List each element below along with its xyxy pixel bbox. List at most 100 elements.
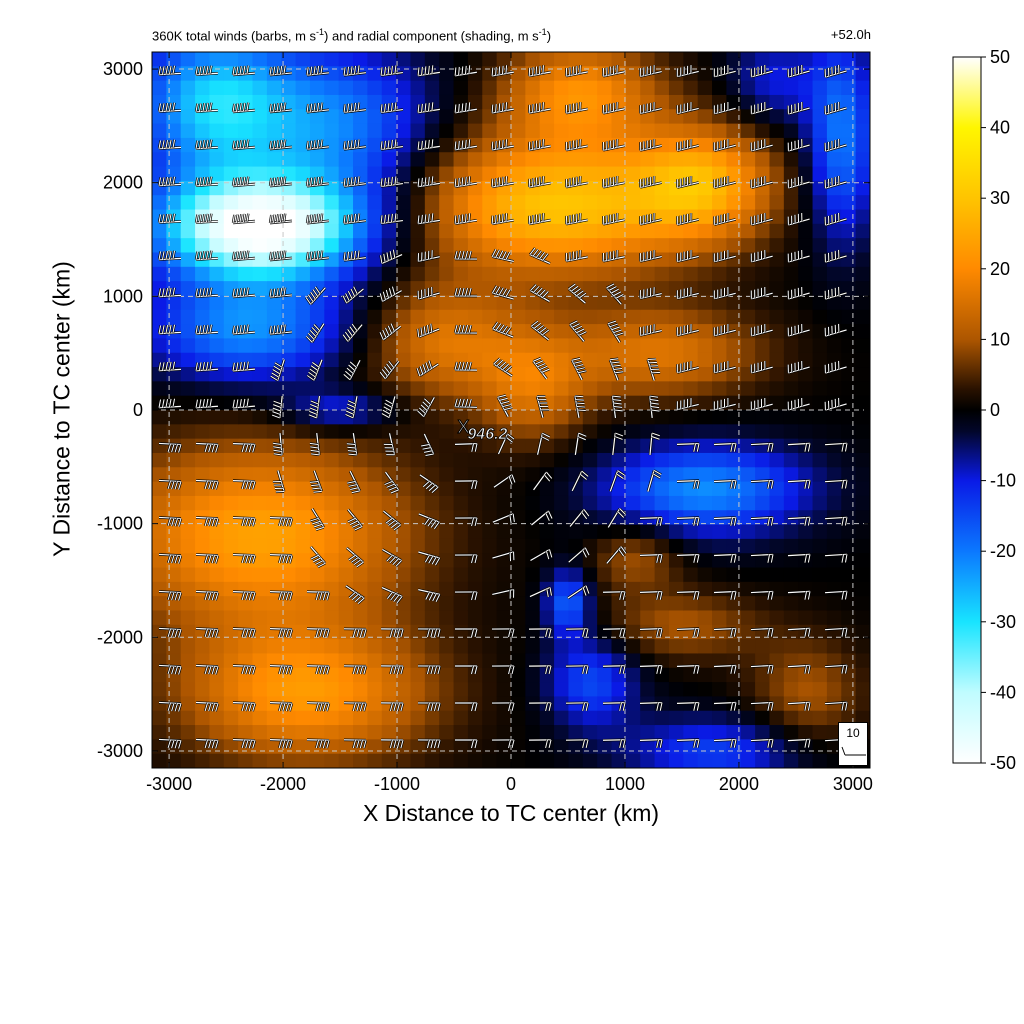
heatmap-cell	[424, 653, 440, 669]
wind-barb	[602, 250, 626, 263]
heatmap-cell	[410, 266, 426, 282]
heatmap-cell	[439, 252, 455, 268]
wind-barb	[787, 664, 812, 674]
heatmap-cell	[238, 52, 254, 67]
heatmap-cell	[740, 281, 756, 297]
heatmap-cell	[855, 495, 870, 511]
wind-barb	[492, 550, 516, 562]
wind-barb	[419, 473, 439, 494]
heatmap-cell	[367, 281, 383, 297]
heatmap-cell	[467, 753, 483, 768]
heatmap-cell	[195, 238, 211, 254]
heatmap-cell	[180, 753, 196, 768]
wind-barb	[379, 360, 400, 380]
heatmap-cell	[453, 524, 469, 540]
heatmap-cell	[238, 223, 254, 239]
heatmap-cell	[338, 581, 354, 597]
heatmap-cell	[309, 309, 325, 325]
heatmap-cell	[252, 281, 268, 297]
heatmap-cell	[353, 137, 368, 153]
heatmap-cell	[424, 682, 440, 697]
wind-barb	[648, 394, 660, 419]
wind-barb	[308, 395, 321, 420]
heatmap-cell	[424, 295, 440, 311]
colorbar-tick-label: -30	[990, 612, 1016, 632]
heatmap-cell	[812, 209, 828, 225]
heatmap-cell	[511, 295, 526, 311]
heatmap-cell	[855, 238, 870, 254]
wind-barb	[380, 701, 405, 712]
heatmap-cell	[166, 524, 182, 540]
heatmap-cell	[597, 467, 613, 483]
heatmap-cell	[855, 123, 870, 139]
heatmap-cell	[152, 710, 167, 726]
heatmap-cell	[841, 395, 857, 411]
heatmap-cell	[783, 266, 799, 282]
heatmap-cell	[740, 338, 756, 354]
heatmap-cell	[223, 667, 239, 683]
heatmap-cell	[223, 295, 239, 311]
heatmap-cell	[381, 682, 397, 697]
wind-barb	[824, 664, 849, 674]
heatmap-cell	[511, 410, 526, 425]
heatmap-cell	[353, 52, 368, 67]
heatmap-cell	[582, 538, 598, 554]
heatmap-cell	[223, 309, 239, 325]
wind-barb	[750, 590, 775, 600]
heatmap-cell	[252, 524, 268, 540]
x-axis-label: X Distance to TC center (km)	[362, 800, 660, 826]
heatmap-cell	[726, 367, 742, 382]
heatmap-cell	[525, 395, 541, 411]
heatmap-cell	[611, 452, 627, 468]
heatmap-cell	[582, 395, 598, 411]
heatmap-cell	[166, 52, 182, 67]
heatmap-cell	[697, 424, 713, 440]
heatmap-cell	[252, 653, 268, 669]
heatmap-cell	[855, 510, 870, 526]
heatmap-cell	[539, 424, 555, 440]
heatmap-cell	[740, 725, 756, 740]
heatmap-cell	[439, 710, 455, 726]
wind-barb	[676, 442, 701, 453]
wind-barb	[157, 176, 182, 187]
heatmap-cell	[439, 553, 455, 569]
wind-barb	[342, 213, 367, 225]
heatmap-cell	[683, 295, 699, 311]
heatmap-cell	[482, 152, 498, 168]
heatmap-cell	[309, 639, 325, 655]
wind-barb	[823, 101, 847, 116]
heatmap-cell	[295, 524, 311, 540]
heatmap-cell	[726, 80, 742, 96]
heatmap-cell	[482, 725, 498, 740]
heatmap-cell	[525, 610, 541, 626]
heatmap-cell	[726, 567, 742, 583]
wind-barb	[496, 394, 513, 418]
heatmap-cell	[726, 538, 742, 554]
reference-barb	[841, 746, 866, 756]
heatmap-cell	[424, 725, 440, 740]
heatmap-cell	[812, 352, 828, 368]
heatmap-cell	[439, 510, 455, 526]
heatmap-cell	[252, 481, 268, 497]
heatmap-cell	[783, 538, 799, 554]
heatmap-cell	[726, 381, 742, 397]
heatmap-cell	[855, 109, 870, 125]
heatmap-cell	[152, 553, 167, 569]
heatmap-cell	[453, 410, 469, 425]
heatmap-cell	[855, 538, 870, 554]
heatmap-cell	[625, 80, 641, 96]
heatmap-cell	[511, 710, 526, 726]
heatmap-cell	[195, 352, 211, 368]
heatmap-cell	[166, 123, 182, 139]
heatmap-cell	[654, 309, 670, 325]
chart-title: 360K total winds (barbs, m s-1) and radi…	[152, 27, 552, 44]
heatmap-cell	[712, 80, 727, 96]
heatmap-cell	[252, 624, 268, 640]
heatmap-cell	[597, 223, 613, 239]
heatmap-cell	[582, 324, 598, 339]
heatmap-cell	[812, 381, 828, 397]
heatmap-cell	[568, 338, 584, 354]
heatmap-cell	[769, 137, 785, 153]
heatmap-cell	[180, 596, 196, 612]
heatmap-cell	[640, 238, 656, 254]
